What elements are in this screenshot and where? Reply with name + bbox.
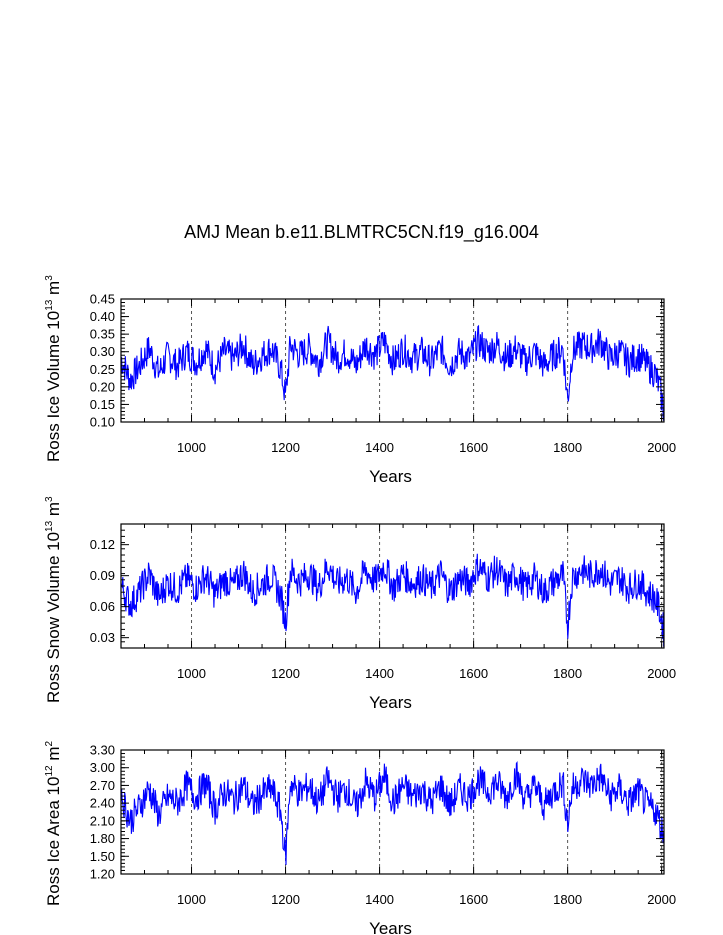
y-tick-label: 1.80: [90, 831, 115, 846]
x-tick-label: 1000: [177, 440, 206, 455]
y-tick-label: 1.20: [90, 867, 115, 882]
x-tick-label: 1800: [553, 666, 582, 681]
y-tick-label: 0.45: [90, 292, 115, 307]
x-tick-label: 2000: [647, 892, 676, 907]
x-tick-label: 1600: [459, 440, 488, 455]
y-tick-label: 3.30: [90, 743, 115, 758]
x-tick-label: 2000: [647, 666, 676, 681]
x-tick-label: 2000: [647, 440, 676, 455]
series-line-3: [120, 761, 665, 866]
x-tick-label: 1800: [553, 440, 582, 455]
x-tick-label: 1400: [365, 666, 394, 681]
y-tick-label: 0.30: [90, 344, 115, 359]
y-tick-label: 1.50: [90, 849, 115, 864]
series-line-1: [120, 324, 665, 421]
series-line-2: [120, 553, 665, 647]
panel-3-ylabel: Ross Ice Area 1012 m2: [44, 740, 63, 906]
x-tick-label: 1400: [365, 440, 394, 455]
y-tick-label: 0.12: [90, 537, 115, 552]
y-tick-label: 0.09: [90, 568, 115, 583]
x-tick-label: 1600: [459, 666, 488, 681]
x-tick-label: 1000: [177, 666, 206, 681]
x-tick-label: 1400: [365, 892, 394, 907]
x-axis-title: Years: [369, 693, 412, 712]
x-tick-label: 1600: [459, 892, 488, 907]
figure-title: AMJ Mean b.e11.BLMTRC5CN.f19_g16.004: [184, 222, 539, 242]
y-tick-label: 0.40: [90, 309, 115, 324]
y-tick-label: 2.70: [90, 778, 115, 793]
y-tick-label: 3.00: [90, 760, 115, 775]
panel-1-ylabel: Ross Ice Volume 1013 m3: [44, 275, 63, 462]
y-tick-label: 2.10: [90, 813, 115, 828]
panel-2-ylabel: Ross Snow Volume 1013 m3: [44, 496, 63, 703]
x-tick-label: 1200: [271, 666, 300, 681]
panel-1: 1000 1200 1400 1600 1800 2000 0.10 0.15 0.20 0.25…: [90, 292, 676, 487]
y-tick-label: 0.20: [90, 379, 115, 394]
y-tick-label: 0.03: [90, 630, 115, 645]
x-tick-label: 1200: [271, 892, 300, 907]
y-tick-label: 0.35: [90, 327, 115, 342]
x-axis-title: Years: [369, 919, 412, 935]
x-axis-title: Years: [369, 467, 412, 486]
panel-3: 1000 1200 1400 1600 1800 2000 1.20 1.50 1.80 2.10…: [90, 743, 676, 935]
y-tick-label: 0.10: [90, 415, 115, 430]
plot-frame: [120, 298, 665, 423]
y-tick-label: 0.15: [90, 397, 115, 412]
x-tick-label: 1000: [177, 892, 206, 907]
x-tick-label: 1200: [271, 440, 300, 455]
y-tick-label: 0.25: [90, 362, 115, 377]
y-tick-label: 0.06: [90, 599, 115, 614]
y-tick-label: 2.40: [90, 796, 115, 811]
plot-frame: [120, 749, 665, 875]
panel-2: 1000 1200 1400 1600 1800 2000 0.03 0.06 0.09 0.12…: [90, 523, 676, 712]
x-tick-label: 1800: [553, 892, 582, 907]
